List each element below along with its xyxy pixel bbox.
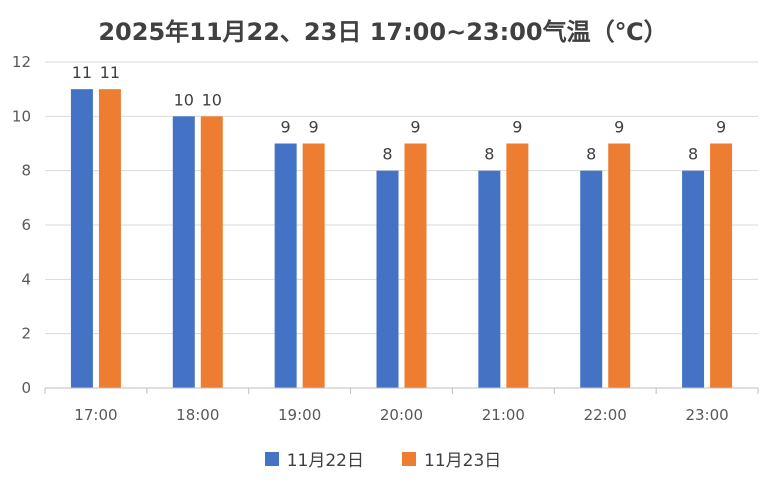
y-tick-label: 10	[12, 107, 31, 125]
data-label: 8	[586, 145, 596, 164]
x-tick-label: 20:00	[380, 406, 423, 424]
x-tick-label: 22:00	[584, 406, 627, 424]
data-label: 11	[100, 63, 120, 82]
data-label: 9	[410, 118, 420, 137]
y-tick-label: 8	[21, 162, 31, 180]
data-label: 9	[309, 118, 319, 137]
bar	[70, 89, 93, 389]
bar	[172, 116, 195, 388]
y-tick-label: 12	[12, 53, 31, 71]
bar	[710, 143, 733, 388]
bar-series	[70, 89, 733, 389]
x-tick-label: 21:00	[482, 406, 525, 424]
x-tick-label: 18:00	[176, 406, 219, 424]
data-label: 9	[614, 118, 624, 137]
legend-label: 11月22日	[286, 451, 364, 471]
y-axis-ticks: 0 2 4 6 8 10 12	[12, 53, 31, 397]
chart-title: 2025年11月22、23日 17:00~23:00气温（℃）	[98, 18, 668, 46]
data-label: 10	[174, 90, 194, 109]
y-tick-label: 2	[21, 325, 31, 343]
legend-swatch	[402, 451, 416, 466]
x-axis: 17:00 18:00 19:00 20:00 21:00 22:00 23:00	[44, 387, 759, 424]
data-label: 8	[484, 145, 494, 164]
bar	[580, 170, 603, 388]
data-label: 9	[716, 118, 726, 137]
bar	[608, 143, 631, 388]
legend-item: 11月23日	[402, 446, 501, 471]
bar	[376, 170, 399, 388]
data-label: 10	[202, 90, 222, 109]
bar	[506, 143, 529, 388]
legend: 11月22日 11月23日	[0, 446, 766, 471]
legend-swatch	[264, 451, 279, 466]
x-tick-label: 17:00	[74, 406, 117, 424]
y-tick-label: 6	[21, 216, 31, 234]
x-tick-label: 19:00	[278, 406, 321, 424]
x-tick-label: 23:00	[685, 406, 728, 424]
bar	[478, 170, 501, 388]
bar	[682, 170, 705, 388]
y-tick-label: 4	[21, 270, 31, 288]
gridlines	[45, 61, 758, 335]
data-label: 8	[688, 145, 698, 164]
data-label: 9	[512, 118, 522, 137]
legend-label: 11月23日	[424, 451, 502, 471]
data-label: 11	[72, 63, 92, 82]
bar	[200, 116, 223, 388]
bar	[274, 143, 297, 388]
bar	[302, 143, 325, 388]
y-tick-label: 0	[21, 379, 31, 397]
bar	[98, 89, 121, 389]
data-label: 9	[281, 118, 291, 137]
data-label: 8	[382, 145, 392, 164]
legend-item: 11月22日	[264, 446, 364, 471]
bar	[404, 143, 427, 388]
